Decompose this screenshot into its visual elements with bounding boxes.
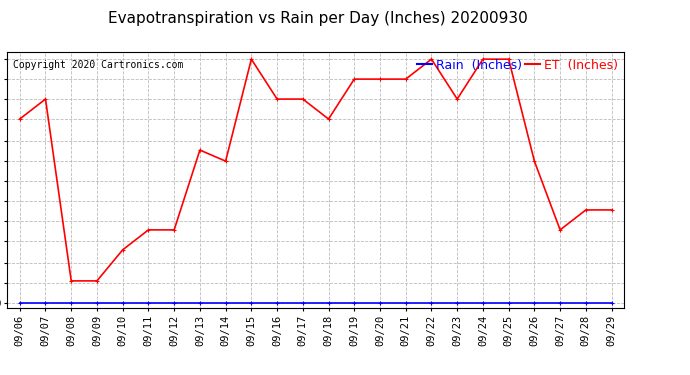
Text: Copyright 2020 Cartronics.com: Copyright 2020 Cartronics.com xyxy=(13,60,184,70)
Text: Evapotranspiration vs Rain per Day (Inches) 20200930: Evapotranspiration vs Rain per Day (Inch… xyxy=(108,11,527,26)
Legend: Rain  (Inches), ET  (Inches): Rain (Inches), ET (Inches) xyxy=(417,59,618,72)
